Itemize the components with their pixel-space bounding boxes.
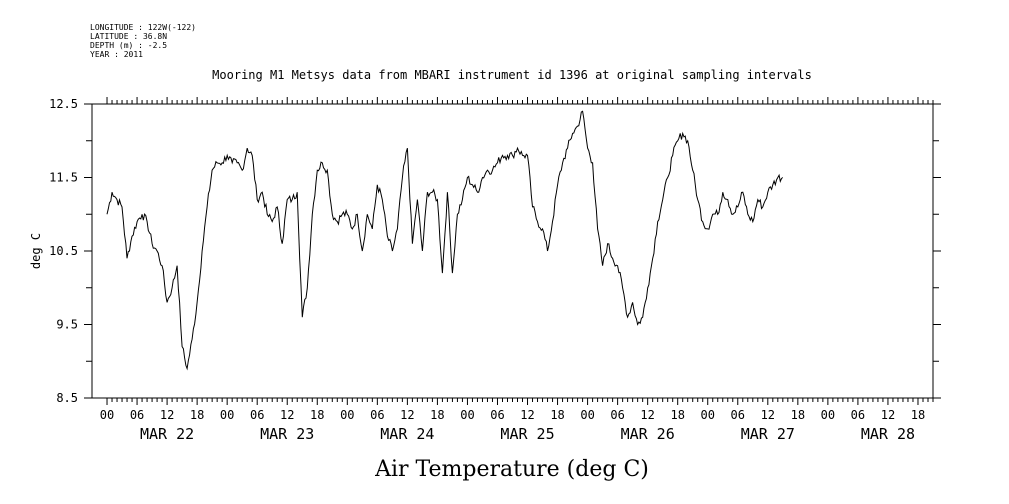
x-tick-label: 12	[881, 408, 895, 422]
depth-text: DEPTH (m) : -2.5	[90, 41, 167, 50]
x-tick-label: 06	[731, 408, 745, 422]
y-tick-label: 12.5	[49, 97, 78, 111]
x-day-label: MAR 24	[380, 425, 434, 443]
x-tick-label: 18	[550, 408, 564, 422]
x-tick-label: 18	[310, 408, 324, 422]
x-tick-label: 06	[490, 408, 504, 422]
x-tick-label: 18	[190, 408, 204, 422]
year-text: YEAR : 2011	[90, 50, 143, 59]
x-tick-label: 12	[640, 408, 654, 422]
x-tick-label: 18	[791, 408, 805, 422]
x-tick-label: 18	[430, 408, 444, 422]
x-tick-label: 00	[580, 408, 594, 422]
y-tick-label: 8.5	[56, 391, 78, 405]
x-day-label: MAR 26	[621, 425, 675, 443]
x-day-label: MAR 27	[741, 425, 795, 443]
x-tick-label: 06	[610, 408, 624, 422]
plot-frame	[91, 103, 934, 399]
y-tick-label: 10.5	[49, 244, 78, 258]
x-tick-label: 00	[460, 408, 474, 422]
x-tick-label: 12	[520, 408, 534, 422]
x-tick-label: 06	[250, 408, 264, 422]
y-tick-label: 9.5	[56, 318, 78, 332]
latitude-text: LATITUDE : 36.8N	[90, 32, 167, 41]
x-tick-label: 12	[761, 408, 775, 422]
x-tick-label: 12	[160, 408, 174, 422]
x-day-label: MAR 22	[140, 425, 194, 443]
x-tick-label: 18	[911, 408, 925, 422]
x-tick-label: 00	[340, 408, 354, 422]
x-tick-label: 06	[851, 408, 865, 422]
y-axis: 8.5 9.5 10.5 11.5 12.5	[49, 97, 941, 405]
x-tick-label: 06	[370, 408, 384, 422]
x-tick-label: 00	[100, 408, 114, 422]
x-day-label: MAR 25	[500, 425, 554, 443]
x-axis: 00 06 12 18 00 06 12 18 00 06 12 18 00 06 12 18 00 06 12 18…	[100, 97, 934, 443]
x-day-label: MAR 23	[260, 425, 314, 443]
x-tick-label: 00	[701, 408, 715, 422]
x-tick-label: 06	[130, 408, 144, 422]
chart-title: Mooring M1 Metsys data from MBARI instru…	[212, 68, 812, 82]
x-tick-label: 18	[670, 408, 684, 422]
x-tick-label: 12	[280, 408, 294, 422]
x-tick-label: 00	[821, 408, 835, 422]
x-tick-label: 12	[400, 408, 414, 422]
longitude-text: LONGITUDE : 122W(-122)	[90, 23, 196, 32]
x-tick-label: 00	[220, 408, 234, 422]
series-line-air-temperature	[106, 110, 784, 371]
x-axis-label: Air Temperature (deg C)	[374, 457, 649, 482]
x-day-label: MAR 28	[861, 425, 915, 443]
y-axis-label: deg C	[29, 233, 43, 269]
y-tick-label: 11.5	[49, 171, 78, 185]
